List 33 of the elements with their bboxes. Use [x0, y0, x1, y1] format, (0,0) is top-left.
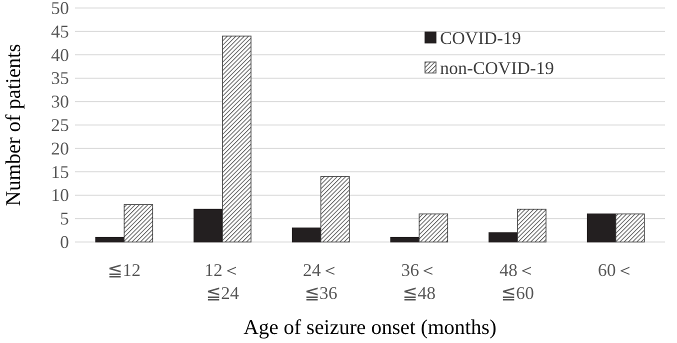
- bar: [194, 208, 223, 242]
- y-tick-label: 30: [51, 92, 69, 112]
- y-tick-label: 45: [51, 21, 69, 42]
- bar: [390, 236, 420, 242]
- bar: [292, 228, 322, 242]
- x-tick-label: 36＜ ≦48: [401, 260, 438, 303]
- x-tick-label: 48＜ ≦60: [500, 260, 536, 303]
- y-tick-label: 25: [51, 115, 69, 135]
- bar: [615, 214, 645, 242]
- x-tick-label: ≦12: [108, 260, 141, 280]
- bar: [488, 232, 518, 242]
- y-tick-label: 40: [51, 44, 69, 65]
- y-axis-title: Number of patients: [1, 44, 25, 206]
- bar: [418, 214, 448, 242]
- bar: [95, 236, 125, 242]
- x-axis-title: Age of seizure onset (months): [243, 315, 497, 339]
- x-tick-label: 24＜ ≦36: [302, 260, 339, 303]
- bar: [517, 208, 546, 242]
- x-tick-label: 60＜: [598, 260, 634, 280]
- legend-label: non-COVID-19: [440, 58, 554, 78]
- y-tick-label: 0: [60, 232, 69, 252]
- bar: [222, 36, 252, 242]
- bar: [320, 176, 350, 242]
- bar: [586, 214, 616, 242]
- y-tick-label: 15: [51, 162, 69, 182]
- y-tick-label: 20: [51, 138, 69, 158]
- x-tick-label: 12＜ ≦24: [204, 260, 240, 303]
- y-tick-label: 50: [51, 0, 69, 18]
- bar: [124, 204, 154, 242]
- y-tick-label: 5: [60, 208, 69, 229]
- y-tick-label: 35: [51, 68, 69, 88]
- y-tick-label: 10: [51, 185, 69, 206]
- legend-label: COVID-19: [440, 28, 521, 48]
